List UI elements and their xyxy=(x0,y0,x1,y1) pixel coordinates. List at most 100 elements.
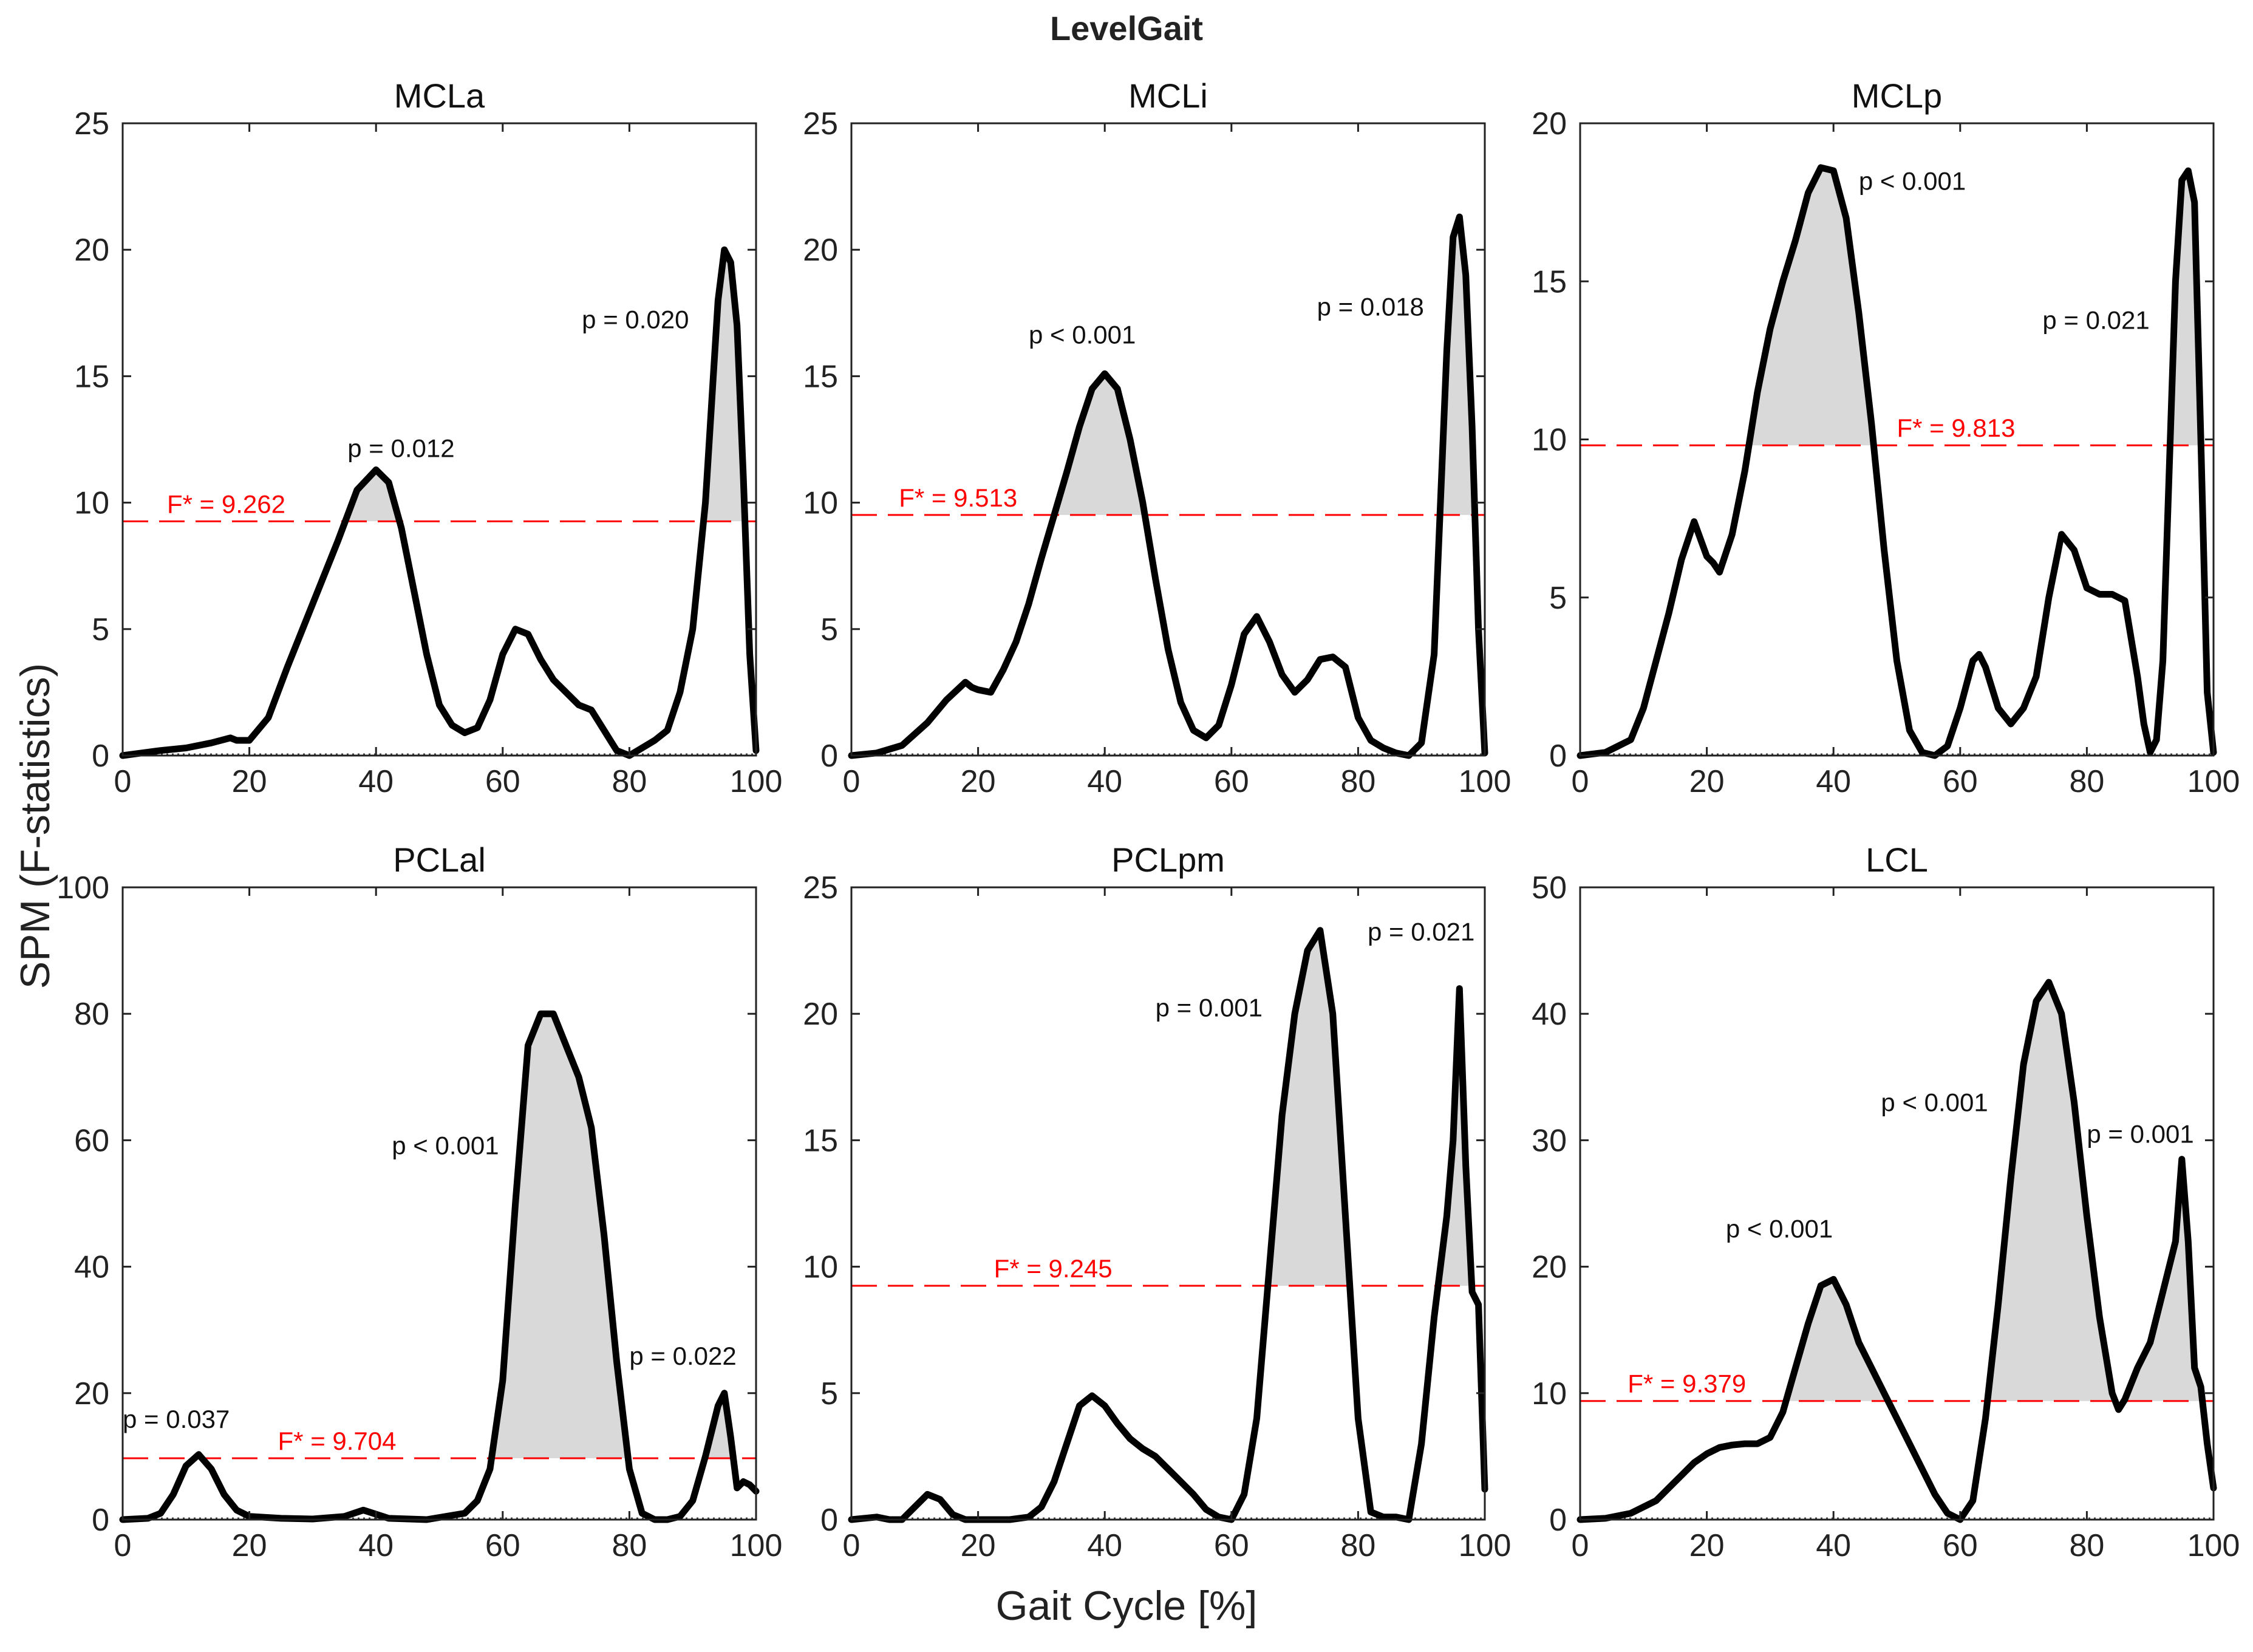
y-tick-label: 50 xyxy=(1532,870,1567,906)
p-value-label: p < 0.001 xyxy=(1029,320,1136,349)
x-tick-label: 100 xyxy=(2187,764,2240,799)
axes-box xyxy=(1579,886,2215,1521)
y-tick-label: 80 xyxy=(74,997,109,1032)
y-tick-label: 20 xyxy=(74,1376,109,1411)
panel-title: PCLal xyxy=(393,841,486,879)
p-value-label: p = 0.021 xyxy=(1368,917,1474,946)
x-tick-label: 0 xyxy=(843,1528,861,1563)
y-tick-label: 0 xyxy=(820,739,838,774)
y-tick-label: 0 xyxy=(92,739,109,774)
spm-curve xyxy=(848,213,1488,759)
x-tick-label: 20 xyxy=(961,1528,996,1563)
y-tick-label: 10 xyxy=(1532,1376,1567,1411)
panel-mcli: MCLi 0 20 40 60 80 100 0 5 10 15 20 25 F* = 9.513 p < … xyxy=(803,77,1511,799)
y-tick-label: 5 xyxy=(1549,581,1567,616)
y-tick-label: 15 xyxy=(803,359,838,394)
threshold-label: F* = 9.513 xyxy=(899,483,1017,512)
p-value-label: p < 0.001 xyxy=(1859,166,1966,195)
axes-box xyxy=(850,886,1486,1521)
x-tick-label: 20 xyxy=(1689,764,1725,799)
y-tick-label: 0 xyxy=(1549,739,1567,774)
y-tick-label: 40 xyxy=(74,1250,109,1285)
y-tick-label: 25 xyxy=(74,106,109,142)
y-tick-label: 25 xyxy=(803,870,838,906)
x-axis-label: Gait Cycle [%] xyxy=(995,1583,1258,1629)
x-tick-label: 100 xyxy=(2187,1528,2240,1563)
p-value-label: p = 0.022 xyxy=(629,1342,736,1370)
x-tick-label: 40 xyxy=(1816,764,1851,799)
x-tick-label: 60 xyxy=(1943,764,1978,799)
y-tick-label: 5 xyxy=(92,612,109,647)
x-tick-label: 40 xyxy=(1816,1528,1851,1563)
x-tick-label: 100 xyxy=(730,1528,783,1563)
x-tick-label: 20 xyxy=(961,764,996,799)
x-tick-label: 0 xyxy=(1572,1528,1589,1563)
y-tick-label: 0 xyxy=(820,1503,838,1538)
figure-title: LevelGait xyxy=(1049,9,1204,47)
suprathreshold-cluster xyxy=(1750,167,1873,446)
x-tick-label: 100 xyxy=(730,764,783,799)
threshold-label: F* = 9.262 xyxy=(167,490,285,518)
y-tick-label: 20 xyxy=(74,233,109,268)
panel-lcl: LCL 0 20 40 60 80 100 0 10 20 30 40 50 F* = 9.379 p < … xyxy=(1532,841,2240,1563)
x-tick-label: 40 xyxy=(1087,764,1122,799)
x-tick-label: 60 xyxy=(1943,1528,1978,1563)
threshold-label: F* = 9.245 xyxy=(994,1254,1113,1283)
p-value-label: p = 0.018 xyxy=(1317,292,1424,321)
x-tick-label: 20 xyxy=(232,1528,267,1563)
y-tick-label: 15 xyxy=(1532,264,1567,299)
threshold-label: F* = 9.813 xyxy=(1897,414,2016,442)
x-tick-label: 20 xyxy=(232,764,267,799)
x-tick-label: 80 xyxy=(1340,764,1375,799)
x-tick-label: 100 xyxy=(1459,1528,1512,1563)
y-tick-label: 15 xyxy=(803,1123,838,1158)
p-value-label: p = 0.020 xyxy=(582,305,689,333)
panel-pclal: PCLal 0 20 40 60 80 100 0 20 40 60 80 100 F* = 9.704 p… xyxy=(56,841,782,1563)
p-value-label: p < 0.001 xyxy=(1726,1215,1833,1243)
y-tick-label: 20 xyxy=(803,233,838,268)
y-tick-label: 20 xyxy=(1532,106,1567,142)
spm-curve xyxy=(119,246,760,759)
x-tick-label: 80 xyxy=(1340,1528,1375,1563)
threshold-label: F* = 9.379 xyxy=(1628,1370,1746,1398)
y-tick-label: 30 xyxy=(1532,1123,1567,1158)
y-tick-label: 0 xyxy=(1549,1503,1567,1538)
axes-box xyxy=(121,122,757,757)
y-tick-label: 20 xyxy=(803,997,838,1032)
panel-title: MCLp xyxy=(1852,77,1942,115)
y-tick-label: 0 xyxy=(92,1503,109,1538)
x-tick-label: 40 xyxy=(358,1528,394,1563)
y-tick-label: 10 xyxy=(803,1250,838,1285)
x-tick-label: 60 xyxy=(1214,764,1249,799)
panel-title: MCLa xyxy=(394,77,485,115)
y-tick-label: 10 xyxy=(74,486,109,521)
x-tick-label: 0 xyxy=(1572,764,1589,799)
y-tick-label: 10 xyxy=(1532,423,1567,458)
x-tick-label: 60 xyxy=(485,1528,520,1563)
suprathreshold-cluster xyxy=(1988,982,2114,1401)
p-value-label: p < 0.001 xyxy=(1881,1088,1988,1117)
spm-curve xyxy=(119,1010,760,1523)
x-tick-label: 40 xyxy=(1087,1528,1122,1563)
spm-curve xyxy=(1576,978,2217,1523)
y-tick-label: 60 xyxy=(74,1123,109,1158)
y-tick-label: 40 xyxy=(1532,997,1567,1032)
spm-curve xyxy=(1576,164,2217,759)
x-tick-label: 60 xyxy=(1214,1528,1249,1563)
axes-box xyxy=(850,122,1486,757)
x-tick-label: 40 xyxy=(358,764,394,799)
p-value-label: p = 0.001 xyxy=(1156,993,1263,1022)
p-value-label: p = 0.037 xyxy=(123,1405,230,1433)
suprathreshold-cluster xyxy=(1787,1279,1887,1401)
x-tick-label: 0 xyxy=(114,764,132,799)
suprathreshold-cluster xyxy=(1267,930,1349,1286)
p-value-label: p = 0.021 xyxy=(2042,305,2149,334)
threshold-label: F* = 9.704 xyxy=(278,1427,397,1455)
y-tick-label: 15 xyxy=(74,359,109,394)
x-tick-label: 0 xyxy=(843,764,861,799)
y-tick-label: 5 xyxy=(820,1376,838,1411)
y-tick-label: 5 xyxy=(820,612,838,647)
panel-pclpm: PCLpm 0 20 40 60 80 100 0 5 10 15 20 25 F* = 9.245 p =… xyxy=(803,841,1511,1563)
x-tick-label: 80 xyxy=(2069,764,2104,799)
